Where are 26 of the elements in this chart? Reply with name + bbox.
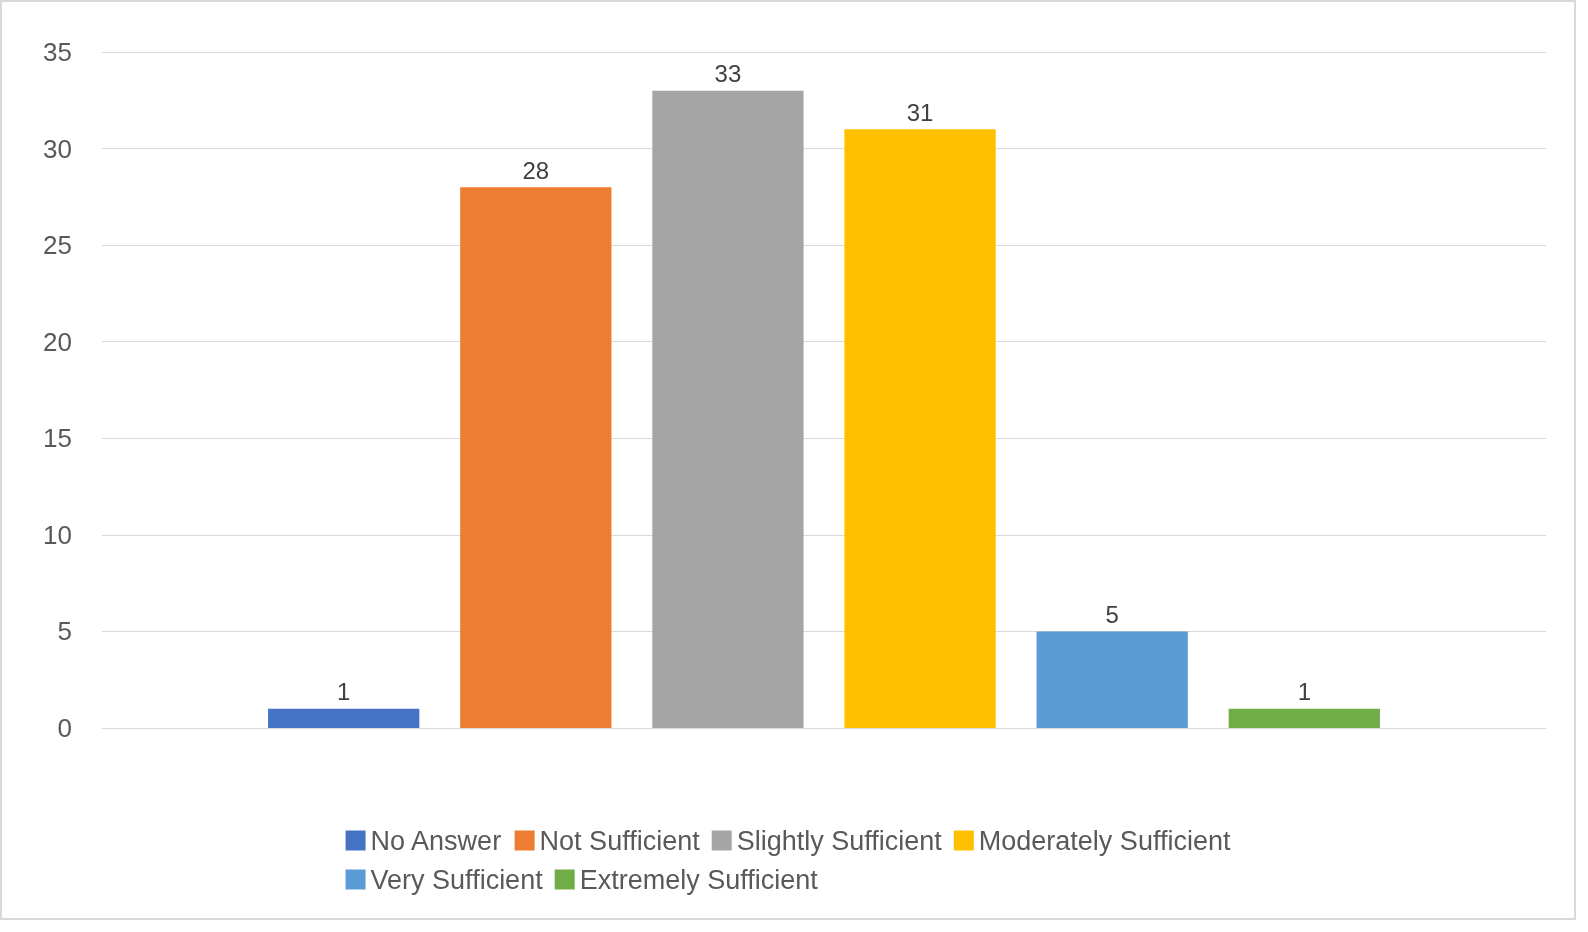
y-tick-label: 35 — [43, 37, 72, 67]
data-label: 1 — [337, 678, 351, 706]
legend-label: Very Sufficient — [370, 864, 544, 895]
data-label: 28 — [522, 156, 550, 184]
bar — [1228, 708, 1380, 728]
bar — [844, 129, 996, 728]
data-label: 5 — [1105, 600, 1119, 628]
data-label: 33 — [714, 60, 742, 88]
legend-label: Not Sufficient — [539, 825, 701, 856]
y-tick-label: 30 — [43, 133, 72, 164]
legend-label: No Answer — [370, 825, 502, 856]
y-tick-label: 15 — [43, 423, 72, 454]
y-tick-label: 25 — [43, 230, 72, 261]
y-tick-label: 20 — [43, 326, 72, 357]
y-tick-label: 10 — [43, 519, 72, 550]
y-tick-label: 5 — [57, 616, 72, 647]
legend-label: Extremely Sufficient — [579, 864, 819, 895]
bar — [652, 90, 804, 728]
data-label: 1 — [1297, 678, 1311, 706]
legend-label: Moderately Sufficient — [978, 825, 1231, 856]
legend-label: Slightly Sufficient — [736, 825, 943, 856]
bar — [1036, 631, 1188, 728]
bar — [460, 187, 612, 728]
y-tick-label: 0 — [57, 713, 72, 743]
data-label: 31 — [906, 98, 934, 126]
bar — [268, 708, 420, 728]
